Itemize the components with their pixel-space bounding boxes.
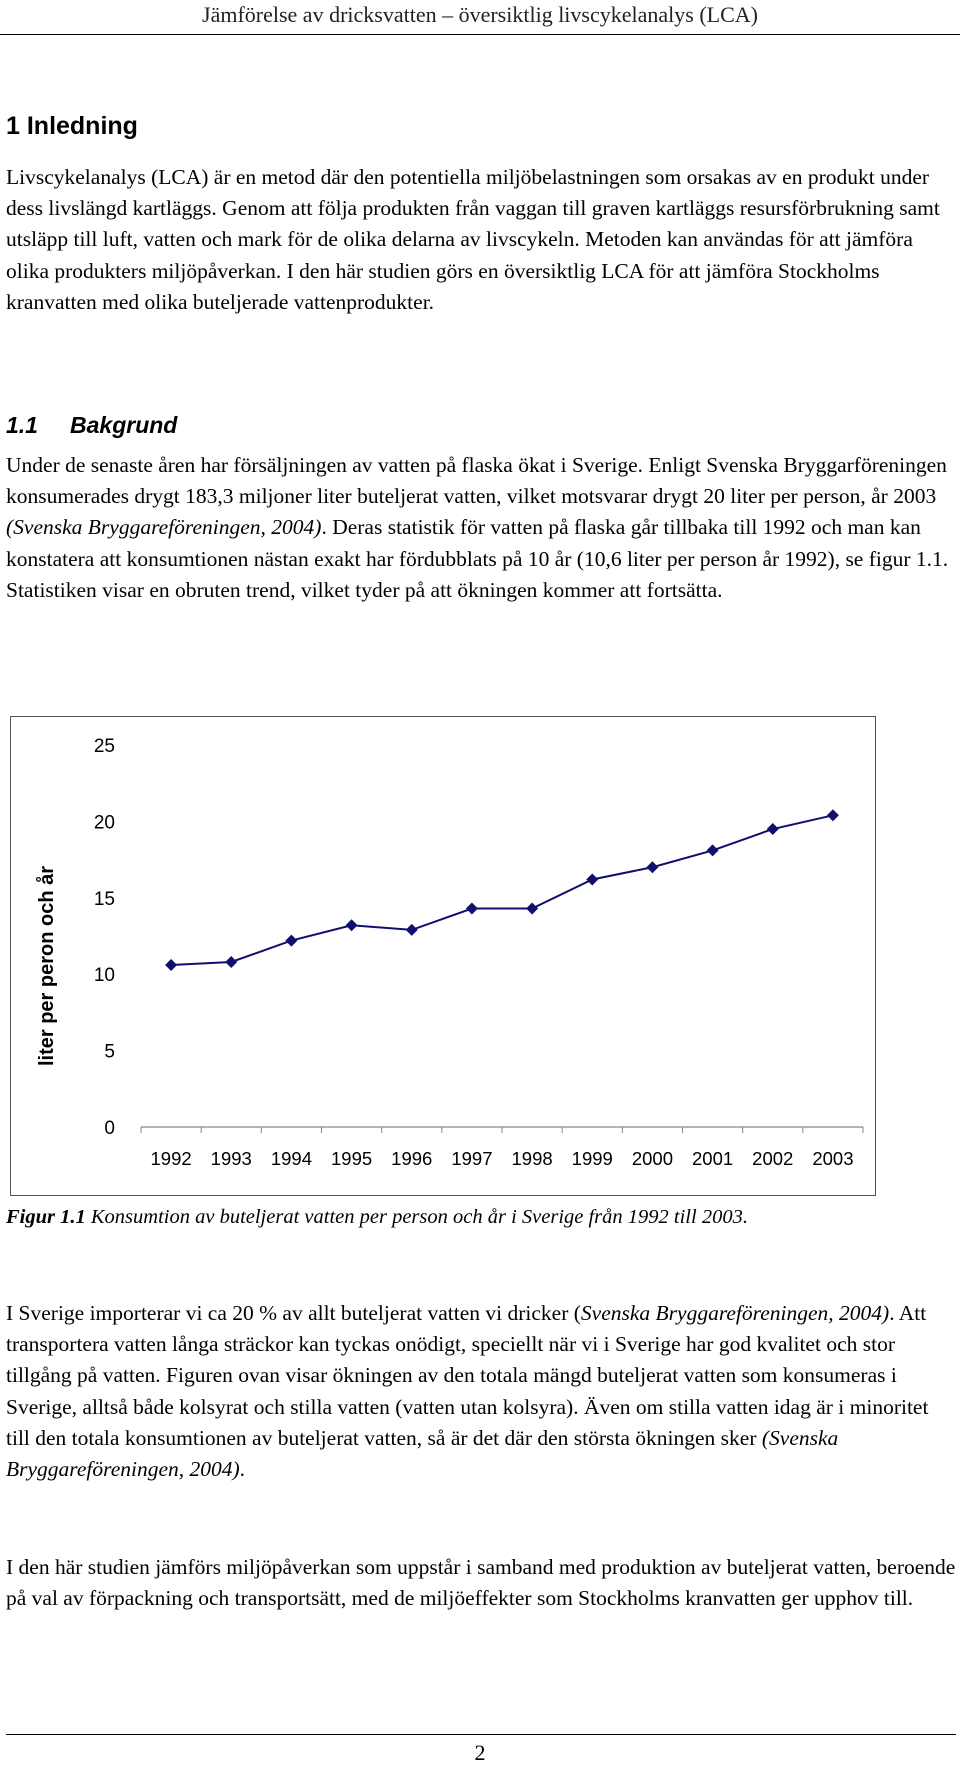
x-tick-label: 2002 — [752, 1148, 793, 1169]
import-text-2: . Att transportera vatten långa sträckor… — [6, 1301, 929, 1450]
section-title: Bakgrund — [70, 412, 178, 438]
data-point — [646, 861, 659, 874]
x-tick-label: 2001 — [692, 1148, 733, 1169]
data-point — [526, 902, 539, 915]
import-text-1: I Sverige importerar vi ca 20 % av allt … — [6, 1301, 581, 1325]
figure-caption-text: Konsumtion av buteljerat vatten per pers… — [85, 1206, 748, 1228]
intro-paragraph: Livscykelanalys (LCA) är en metod där de… — [6, 165, 940, 314]
x-tick-label: 1994 — [271, 1148, 312, 1169]
consumption-chart: 0 5 10 15 20 25 1992 1993 1994 1995 1996 1997 1998 19… — [10, 716, 876, 1196]
background-citation: (Svenska Bryggareföreningen, 2004) — [6, 515, 322, 540]
data-point — [826, 809, 839, 822]
import-citation-1: Svenska Bryggareföreningen, 2004) — [580, 1301, 890, 1325]
figure-caption: Figur 1.1 Konsumtion av buteljerat vatte… — [6, 1206, 748, 1229]
import-text-3: . — [239, 1457, 246, 1482]
data-point — [586, 873, 599, 886]
x-tick-label: 1992 — [151, 1148, 192, 1169]
data-point — [225, 955, 238, 968]
page-number: 2 — [474, 1740, 486, 1765]
figure-label: Figur 1.1 — [6, 1206, 86, 1228]
footer-divider — [6, 1734, 956, 1735]
running-header-title: Jämförelse av dricksvatten – översiktlig… — [202, 2, 758, 27]
section-heading-inledning: 1 Inledning — [6, 112, 138, 140]
data-point — [706, 844, 719, 857]
section-heading-bakgrund: 1.1 Bakgrund — [6, 412, 177, 439]
y-tick-label: 5 — [104, 1042, 115, 1063]
x-tick-label: 1998 — [512, 1148, 553, 1169]
running-header: Jämförelse av dricksvatten – översiktlig… — [0, 0, 960, 35]
x-tick-label: 1993 — [211, 1148, 252, 1169]
y-tick-label: 10 — [94, 965, 115, 986]
x-tick-label: 2003 — [812, 1148, 853, 1169]
x-tick-label: 1995 — [331, 1148, 372, 1169]
chart-svg: 0 5 10 15 20 25 1992 1993 1994 1995 1996 1997 1998 19… — [35, 736, 864, 1169]
background-paragraph: Under de senaste åren har försäljningen … — [6, 450, 956, 606]
background-text-2: . Deras statistik för vatten på flaska g… — [6, 515, 949, 602]
x-tick-label: 2000 — [632, 1148, 673, 1169]
series-line — [171, 814, 834, 967]
study-paragraph: I den här studien jämförs miljöpåverkan … — [6, 1555, 956, 1611]
data-point — [766, 823, 779, 836]
data-point — [165, 959, 178, 972]
x-tick-label: 1996 — [391, 1148, 432, 1169]
data-point — [345, 919, 358, 932]
x-tick-label: 1997 — [451, 1148, 492, 1169]
data-point — [465, 902, 478, 915]
import-citation-2: (Svenska Bryggareföreningen, 2004) — [6, 1425, 839, 1482]
data-point — [405, 923, 418, 936]
section-number: 1.1 — [6, 412, 38, 438]
y-tick-label: 20 — [94, 812, 115, 833]
y-axis-title: liter per peron och år — [35, 866, 58, 1066]
background-text-1: Under de senaste åren har försäljningen … — [6, 453, 947, 509]
x-tick-label: 1999 — [572, 1148, 613, 1169]
y-tick-label: 0 — [104, 1118, 115, 1139]
y-tick-label: 25 — [94, 736, 115, 757]
y-tick-label: 15 — [94, 889, 115, 910]
data-point — [285, 934, 298, 947]
import-paragraph: I Sverige importerar vi ca 20 % av allt … — [6, 1298, 956, 1485]
